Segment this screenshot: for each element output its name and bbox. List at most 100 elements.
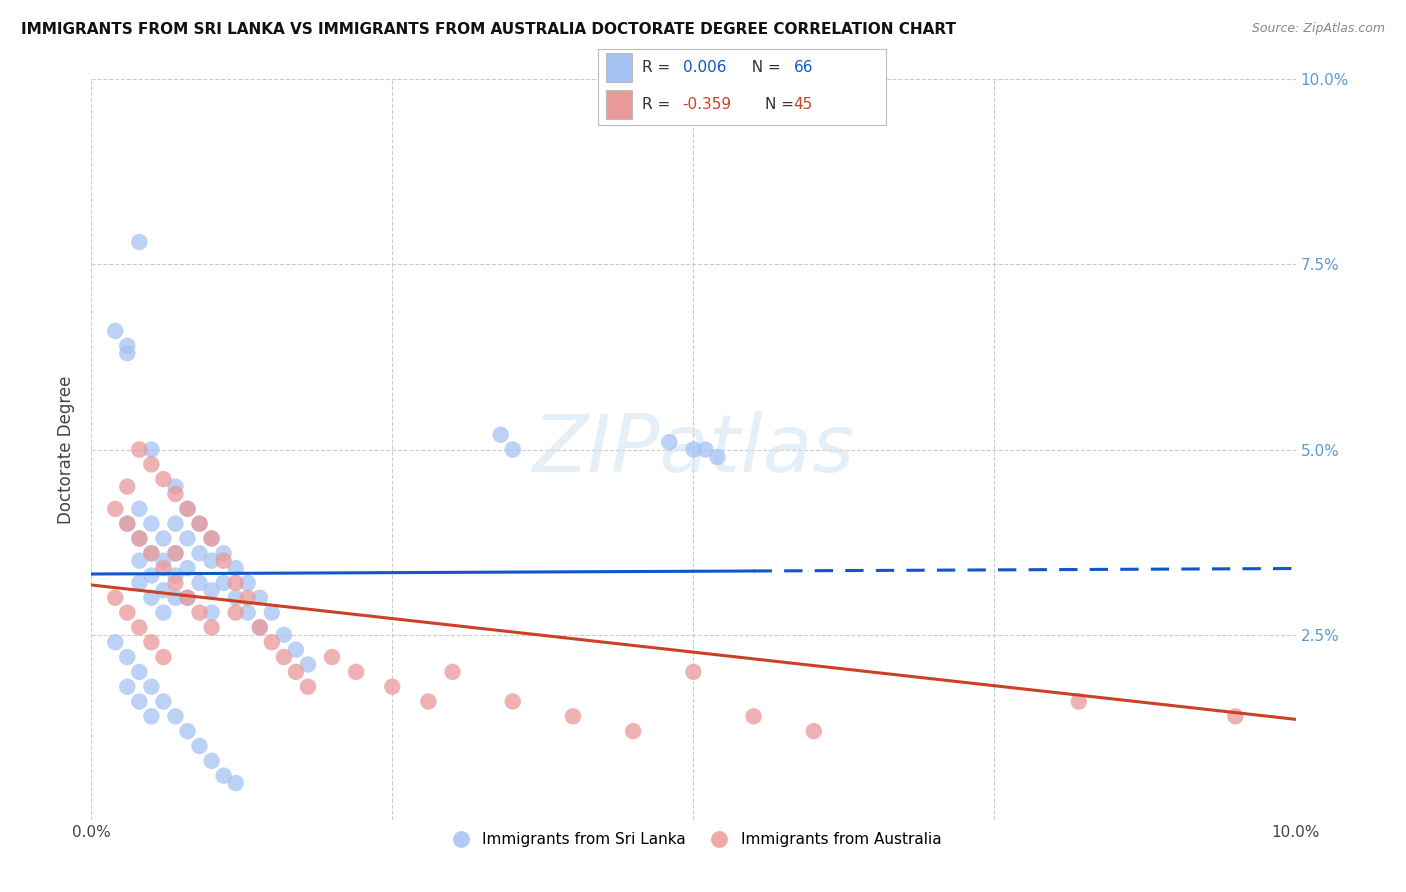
Point (104, 324, 127, 338)
Point (165, 516, 187, 531)
Point (321, 650, 343, 665)
Point (128, 576, 150, 591)
Legend: Immigrants from Sri Lanka, Immigrants from Australia: Immigrants from Sri Lanka, Immigrants fr… (439, 826, 948, 854)
Point (152, 606, 174, 620)
Text: N =: N = (742, 60, 786, 75)
Point (117, 339, 139, 353)
Text: N =: N = (765, 97, 799, 112)
Text: R =: R = (643, 97, 675, 112)
Point (502, 442, 524, 457)
Point (128, 532, 150, 546)
Point (695, 442, 717, 457)
Point (141, 568, 163, 582)
Point (141, 680, 163, 694)
Point (128, 501, 150, 516)
Point (176, 532, 198, 546)
Point (141, 591, 163, 605)
Point (273, 628, 295, 642)
Point (706, 450, 728, 464)
Point (165, 576, 187, 591)
Point (141, 516, 163, 531)
Point (225, 606, 247, 620)
Point (141, 546, 163, 560)
Point (117, 650, 139, 665)
Point (176, 724, 198, 739)
Text: -0.359: -0.359 (682, 97, 731, 112)
Point (418, 694, 440, 708)
Point (284, 665, 307, 679)
Point (225, 561, 247, 575)
Point (117, 680, 139, 694)
Point (273, 650, 295, 665)
Point (128, 235, 150, 249)
Y-axis label: Doctorate Degree: Doctorate Degree (58, 376, 75, 524)
Point (621, 724, 644, 739)
Point (1067, 694, 1090, 708)
Point (152, 554, 174, 568)
Point (200, 606, 222, 620)
Point (212, 576, 235, 591)
Point (236, 591, 259, 605)
Point (742, 709, 765, 723)
Point (658, 435, 681, 450)
Point (225, 591, 247, 605)
Point (284, 642, 307, 657)
Point (188, 739, 211, 753)
Text: Source: ZipAtlas.com: Source: ZipAtlas.com (1251, 22, 1385, 36)
Point (236, 606, 259, 620)
Point (117, 346, 139, 360)
Point (128, 554, 150, 568)
Point (104, 501, 127, 516)
Point (152, 694, 174, 708)
Point (212, 554, 235, 568)
Point (176, 591, 198, 605)
Point (117, 516, 139, 531)
Point (489, 427, 512, 442)
Point (152, 583, 174, 598)
Point (297, 657, 319, 672)
Point (117, 606, 139, 620)
Point (165, 709, 187, 723)
Point (344, 665, 367, 679)
Point (803, 724, 825, 739)
Text: 45: 45 (793, 97, 813, 112)
Point (128, 694, 150, 708)
Point (200, 620, 222, 634)
Point (141, 635, 163, 649)
Point (297, 680, 319, 694)
Point (260, 606, 283, 620)
Point (176, 591, 198, 605)
Point (152, 532, 174, 546)
Point (502, 694, 524, 708)
Point (249, 620, 271, 634)
Point (128, 532, 150, 546)
Point (381, 680, 404, 694)
Point (200, 554, 222, 568)
Text: ZIPatlas: ZIPatlas (533, 410, 855, 489)
Point (188, 516, 211, 531)
FancyBboxPatch shape (606, 53, 633, 82)
Point (176, 501, 198, 516)
Point (141, 546, 163, 560)
Point (1225, 709, 1247, 723)
Point (165, 546, 187, 560)
Text: 66: 66 (793, 60, 813, 75)
Point (128, 442, 150, 457)
Point (249, 620, 271, 634)
Point (128, 665, 150, 679)
Point (104, 635, 127, 649)
Point (682, 442, 704, 457)
Point (200, 532, 222, 546)
Point (165, 546, 187, 560)
Text: 0.006: 0.006 (682, 60, 725, 75)
Point (236, 576, 259, 591)
Point (165, 591, 187, 605)
Point (260, 635, 283, 649)
Point (200, 754, 222, 768)
Point (249, 591, 271, 605)
Point (212, 546, 235, 560)
FancyBboxPatch shape (606, 90, 633, 119)
Point (441, 665, 464, 679)
Point (225, 776, 247, 790)
Point (165, 480, 187, 494)
